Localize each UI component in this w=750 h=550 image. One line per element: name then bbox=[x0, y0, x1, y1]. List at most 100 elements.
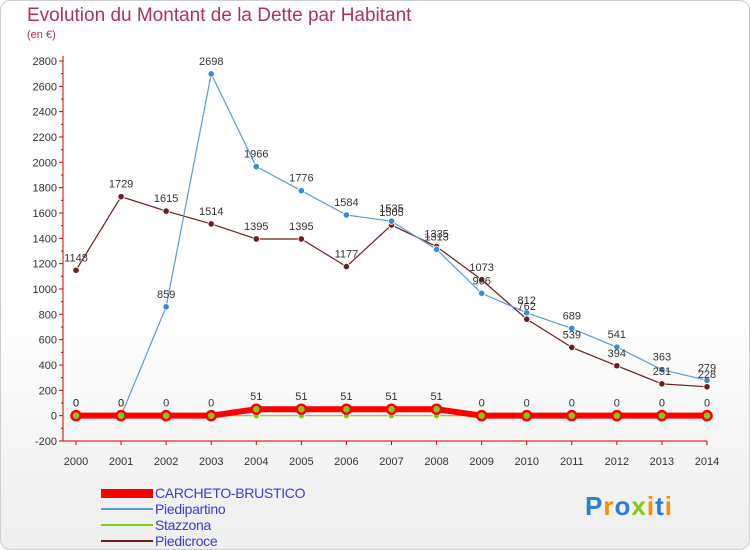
data-point bbox=[252, 235, 260, 243]
data-label: 1535 bbox=[379, 203, 403, 215]
x-tick-label: 2014 bbox=[695, 456, 719, 468]
data-label: 1584 bbox=[334, 197, 358, 209]
x-tick-label: 2010 bbox=[514, 456, 538, 468]
y-tick-label: 1000 bbox=[33, 284, 57, 296]
data-label: 279 bbox=[698, 362, 716, 374]
y-tick-label: 1200 bbox=[33, 259, 57, 271]
data-point bbox=[162, 207, 170, 215]
data-point bbox=[385, 403, 398, 415]
data-point bbox=[207, 70, 215, 78]
brand-letter: o bbox=[614, 491, 632, 521]
data-label: 228 bbox=[698, 369, 716, 381]
legend-item: Stazzona bbox=[101, 517, 305, 533]
data-point bbox=[160, 409, 172, 422]
data-point bbox=[387, 217, 396, 225]
data-label: 541 bbox=[608, 329, 626, 341]
y-tick-label: 2600 bbox=[33, 81, 57, 93]
legend-swatch bbox=[101, 508, 153, 510]
data-point bbox=[656, 409, 668, 422]
data-label: 1177 bbox=[335, 249, 359, 261]
brand-letter: i bbox=[646, 491, 656, 521]
data-point bbox=[611, 409, 623, 422]
brand-letter: P bbox=[585, 491, 604, 521]
x-tick-label: 2005 bbox=[289, 456, 313, 468]
data-label: 0 bbox=[163, 398, 169, 410]
x-tick-label: 2003 bbox=[199, 456, 223, 468]
y-tick-label: 200 bbox=[39, 385, 57, 397]
y-tick-label: 2200 bbox=[33, 132, 57, 144]
data-point bbox=[523, 309, 531, 317]
data-point bbox=[340, 403, 353, 415]
data-point bbox=[342, 262, 351, 271]
data-point bbox=[70, 409, 82, 422]
data-label: 0 bbox=[704, 398, 710, 410]
data-label: 1729 bbox=[109, 179, 133, 191]
y-tick-label: 400 bbox=[39, 360, 57, 372]
brand-logo: Proxiti bbox=[585, 491, 673, 522]
data-point bbox=[297, 187, 305, 195]
data-label: 689 bbox=[563, 310, 581, 322]
data-point bbox=[658, 366, 666, 374]
data-label: 1776 bbox=[289, 173, 313, 185]
data-label: 251 bbox=[653, 366, 671, 378]
data-label: 0 bbox=[118, 398, 124, 410]
y-tick-label: 2400 bbox=[33, 107, 57, 119]
data-point bbox=[703, 376, 711, 384]
data-label: 1335 bbox=[424, 229, 448, 241]
data-point bbox=[115, 409, 127, 422]
x-tick-label: 2001 bbox=[109, 456, 133, 468]
data-point bbox=[117, 193, 125, 201]
y-tick-label: 1600 bbox=[33, 208, 57, 220]
legend-label: Piedicroce bbox=[155, 533, 218, 549]
chart-legend: CARCHETO-BRUSTICO Piedipartino Stazzona Pie… bbox=[101, 485, 306, 549]
data-label: 0 bbox=[569, 398, 575, 410]
data-label: 51 bbox=[295, 391, 307, 403]
data-label: 0 bbox=[73, 398, 79, 410]
data-point bbox=[297, 235, 305, 243]
data-point bbox=[568, 343, 576, 351]
x-tick-label: 2004 bbox=[244, 456, 268, 468]
data-point bbox=[523, 315, 531, 323]
data-label: 1505 bbox=[379, 207, 403, 219]
brand-letter: r bbox=[603, 491, 615, 521]
data-label: 51 bbox=[385, 391, 397, 403]
y-tick-label: 600 bbox=[39, 335, 57, 347]
data-point bbox=[250, 403, 263, 415]
data-label: 1073 bbox=[469, 262, 493, 274]
legend-swatch bbox=[101, 540, 153, 542]
data-label: 1395 bbox=[244, 221, 268, 233]
data-label: 51 bbox=[340, 391, 352, 403]
legend-item: Piedicroce bbox=[101, 533, 305, 549]
data-label: 859 bbox=[157, 289, 175, 301]
data-point bbox=[162, 303, 170, 311]
x-tick-label: 2012 bbox=[605, 456, 629, 468]
data-label: 966 bbox=[472, 275, 490, 287]
legend-label: CARCHETO-BRUSTICO bbox=[155, 485, 306, 501]
data-point bbox=[295, 403, 308, 415]
data-label: 1514 bbox=[199, 206, 223, 218]
data-label: 1615 bbox=[154, 193, 178, 205]
data-label: 1395 bbox=[289, 221, 313, 233]
x-tick-label: 2008 bbox=[424, 456, 448, 468]
chart-subtitle: (en €) bbox=[27, 29, 56, 41]
data-label: 2698 bbox=[199, 56, 223, 68]
data-point bbox=[475, 409, 488, 422]
y-tick-label: -200 bbox=[35, 436, 57, 448]
data-label: 1148 bbox=[64, 252, 88, 264]
data-label: 539 bbox=[563, 329, 581, 341]
data-point bbox=[430, 403, 443, 415]
data-point bbox=[478, 276, 486, 284]
x-tick-label: 2013 bbox=[650, 456, 674, 468]
legend-label: Piedipartino bbox=[155, 501, 226, 517]
y-tick-label: 800 bbox=[39, 309, 57, 321]
brand-letter: x bbox=[631, 491, 647, 521]
data-label: 0 bbox=[614, 398, 620, 410]
data-point bbox=[566, 409, 578, 422]
data-point bbox=[207, 220, 215, 228]
data-label: 0 bbox=[73, 398, 79, 410]
x-tick-label: 2011 bbox=[560, 456, 584, 468]
data-point bbox=[613, 362, 621, 370]
data-point bbox=[252, 163, 260, 171]
x-tick-label: 2002 bbox=[154, 456, 178, 468]
